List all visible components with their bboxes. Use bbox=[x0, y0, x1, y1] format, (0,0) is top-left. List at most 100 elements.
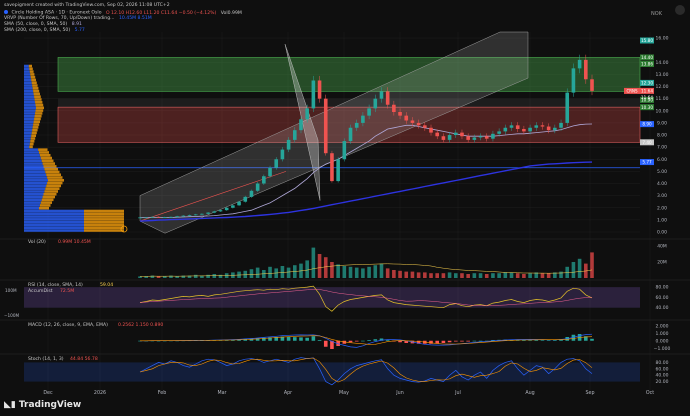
accumdist-tick-label: 100M bbox=[5, 288, 17, 293]
volume-profile-bar-down bbox=[48, 179, 64, 182]
sma50-line: SMA (50, close, 0, SMA, 50) 8.91 bbox=[4, 22, 82, 27]
time-tick-label: 2026 bbox=[94, 390, 106, 396]
volume-profile-bar-up bbox=[24, 176, 48, 179]
candle-body bbox=[138, 217, 142, 219]
volume-bar bbox=[453, 273, 458, 278]
volume-bar bbox=[441, 273, 446, 278]
volume-profile-bar-up bbox=[24, 226, 84, 230]
volume-profile-bar-down bbox=[31, 134, 36, 138]
macd-histogram-bar bbox=[268, 337, 272, 341]
macd-histogram-bar bbox=[540, 340, 545, 341]
volume-bar bbox=[243, 270, 248, 278]
price-tick-label: 5.00 bbox=[657, 169, 667, 175]
volume-profile-bar-up bbox=[24, 78, 32, 82]
price-tag-label: 11.64 bbox=[641, 89, 653, 94]
volume-profile-bar-up bbox=[24, 103, 36, 107]
volume-profile-bar-up bbox=[24, 220, 84, 224]
volume-profile-bar-up bbox=[24, 100, 36, 104]
candle-body bbox=[255, 183, 260, 191]
volume-bar bbox=[503, 272, 508, 278]
volume-profile-bar-down bbox=[46, 184, 61, 188]
volume-bar bbox=[379, 263, 384, 278]
time-tick-label: Oct bbox=[646, 390, 654, 396]
price-tick-label: 16.00 bbox=[656, 36, 669, 42]
volume-profile-bar-down bbox=[41, 198, 54, 202]
candle-body bbox=[274, 159, 279, 168]
macd-histogram-bar bbox=[379, 338, 384, 341]
volume-bar bbox=[286, 267, 291, 278]
volume-profile-bar-up bbox=[24, 195, 43, 199]
volume-profile-bar-up bbox=[24, 209, 84, 213]
candle-body bbox=[144, 217, 148, 219]
volume-profile-bar-up bbox=[24, 156, 41, 160]
volume-bar bbox=[559, 271, 563, 278]
symbol-line: Circle Holding ASA · 1D · Euronext Oslo … bbox=[4, 10, 242, 16]
volume-profile-bar-up bbox=[24, 131, 32, 135]
current-symbol-tag-bg bbox=[624, 87, 640, 94]
volume-bar bbox=[150, 275, 155, 278]
volume-profile-bar-up bbox=[24, 114, 35, 118]
macd-title: MACD (12, 26, close, 9, EMA, EMA) bbox=[28, 322, 108, 328]
candle-body bbox=[472, 137, 477, 140]
candle-body bbox=[299, 119, 303, 131]
candle-body bbox=[435, 132, 440, 137]
candle-body bbox=[522, 128, 526, 132]
macd-histogram-bar bbox=[404, 340, 409, 343]
macd-histogram-bar bbox=[416, 340, 421, 344]
settings-icon[interactable] bbox=[675, 5, 685, 15]
volume-profile-bar-down bbox=[28, 64, 32, 68]
volume-profile-bar-down bbox=[35, 103, 44, 107]
macd-histogram-bar bbox=[305, 337, 309, 341]
sma50-value: 8.91 bbox=[71, 22, 82, 27]
macd-histogram-bar bbox=[453, 340, 458, 342]
volume-profile-bar-down bbox=[84, 215, 124, 218]
volume-profile-bar-down bbox=[40, 156, 52, 160]
candle-body bbox=[441, 136, 446, 140]
macd-histogram-bar bbox=[373, 339, 378, 341]
macd-histogram-bar bbox=[354, 340, 359, 342]
volume-profile-bar-up bbox=[24, 167, 45, 171]
volume-profile-bar-down bbox=[32, 126, 39, 129]
candle-body bbox=[193, 214, 198, 216]
rsi-tick-label: 60.00 bbox=[656, 295, 669, 301]
time-tick-label: Jul bbox=[454, 390, 461, 396]
volume-bar bbox=[484, 274, 489, 278]
sma50-line bbox=[140, 123, 593, 218]
volume-ma-line bbox=[140, 263, 593, 277]
candle-body bbox=[280, 149, 285, 160]
candle-body bbox=[361, 115, 365, 123]
candle-body bbox=[534, 125, 539, 128]
price-tag-bg bbox=[640, 54, 654, 61]
candle-body bbox=[553, 127, 557, 131]
volume-profile-bar-down bbox=[34, 95, 41, 98]
volume-profile-bar-up bbox=[24, 106, 36, 110]
macd-histogram-bar bbox=[262, 337, 266, 341]
volume-tick-label: 20M bbox=[657, 260, 667, 266]
volume-profile-bar-down bbox=[33, 123, 40, 126]
volume-bar bbox=[509, 272, 514, 278]
candle-body bbox=[200, 213, 204, 215]
price-tick-label: 12.00 bbox=[656, 84, 669, 90]
volume-profile-bar-up bbox=[24, 198, 42, 202]
volume-profile-bar-up bbox=[24, 192, 44, 196]
volume-bar bbox=[317, 254, 322, 278]
volume-profile-bar-down bbox=[84, 218, 124, 221]
volume-profile-bar-up bbox=[24, 140, 31, 143]
volume-bar bbox=[398, 270, 402, 278]
candle-body bbox=[385, 91, 390, 105]
volume-profile-bar-down bbox=[42, 195, 55, 199]
candle-body bbox=[268, 167, 272, 177]
price-tag-bg bbox=[640, 139, 654, 146]
volume-profile-bar-down bbox=[29, 145, 33, 149]
candle-body bbox=[398, 112, 402, 116]
volume-bar bbox=[546, 273, 551, 278]
candle-body bbox=[478, 136, 483, 138]
candle-body bbox=[590, 79, 594, 91]
stoch-tick-label: 40.00 bbox=[656, 373, 669, 379]
price-tag-bg bbox=[640, 87, 654, 94]
volume-profile-bar-down bbox=[43, 192, 57, 196]
candle-body bbox=[317, 80, 322, 99]
volume-profile-bar-down bbox=[34, 114, 42, 118]
candle-body bbox=[509, 125, 514, 128]
